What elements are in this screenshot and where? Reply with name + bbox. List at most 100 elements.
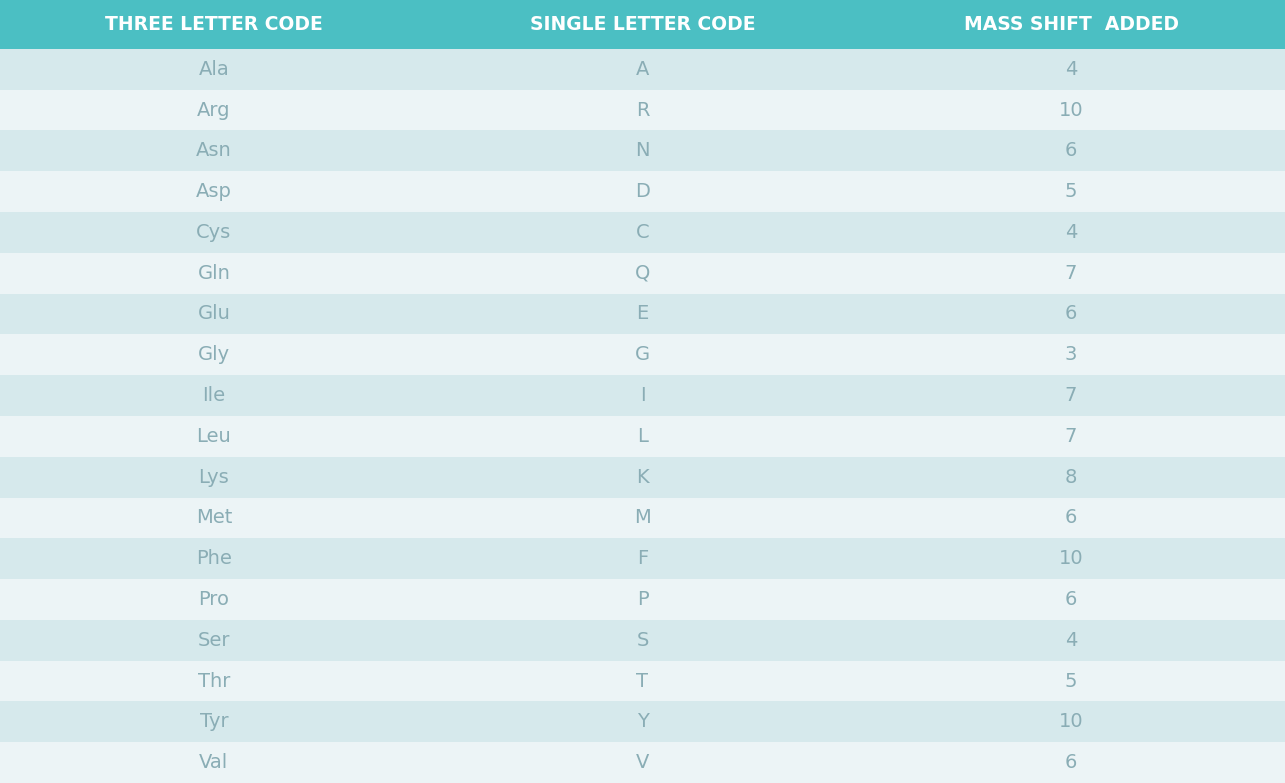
Text: P: P xyxy=(636,590,649,609)
Bar xyxy=(857,456,1285,497)
Bar xyxy=(0,253,428,294)
Text: 6: 6 xyxy=(1065,305,1077,323)
Text: G: G xyxy=(635,345,650,364)
Text: N: N xyxy=(635,142,650,161)
Bar xyxy=(0,0,428,49)
Bar xyxy=(857,131,1285,171)
Bar xyxy=(0,661,428,702)
Text: Lys: Lys xyxy=(199,467,229,486)
Bar xyxy=(0,456,428,497)
Text: Asp: Asp xyxy=(197,182,231,201)
Bar xyxy=(428,171,857,212)
Text: C: C xyxy=(636,223,649,242)
Text: Thr: Thr xyxy=(198,672,230,691)
Bar xyxy=(428,661,857,702)
Bar xyxy=(428,49,857,90)
Bar xyxy=(428,294,857,334)
Text: Cys: Cys xyxy=(197,223,231,242)
Text: A: A xyxy=(636,60,649,79)
Text: S: S xyxy=(636,631,649,650)
Bar xyxy=(857,90,1285,131)
Text: 6: 6 xyxy=(1065,142,1077,161)
Text: 5: 5 xyxy=(1065,182,1077,201)
Bar xyxy=(428,456,857,497)
Text: 5: 5 xyxy=(1065,672,1077,691)
Bar xyxy=(857,661,1285,702)
Text: Arg: Arg xyxy=(197,100,231,120)
Bar xyxy=(857,620,1285,661)
Bar xyxy=(857,212,1285,253)
Bar xyxy=(857,702,1285,742)
Bar xyxy=(428,212,857,253)
Text: Val: Val xyxy=(199,753,229,772)
Bar xyxy=(428,416,857,456)
Text: T: T xyxy=(636,672,649,691)
Text: Ser: Ser xyxy=(198,631,230,650)
Bar xyxy=(428,0,857,49)
Bar xyxy=(0,579,428,620)
Bar xyxy=(0,702,428,742)
Bar xyxy=(428,253,857,294)
Text: Ile: Ile xyxy=(203,386,225,405)
Bar xyxy=(428,579,857,620)
Bar xyxy=(0,90,428,131)
Text: 10: 10 xyxy=(1059,713,1083,731)
Bar xyxy=(0,416,428,456)
Text: D: D xyxy=(635,182,650,201)
Text: Glu: Glu xyxy=(198,305,230,323)
Text: Ala: Ala xyxy=(199,60,229,79)
Text: 4: 4 xyxy=(1065,60,1077,79)
Text: Leu: Leu xyxy=(197,427,231,446)
Text: V: V xyxy=(636,753,649,772)
Bar xyxy=(428,90,857,131)
Text: Asn: Asn xyxy=(197,142,231,161)
Bar xyxy=(857,334,1285,375)
Text: 7: 7 xyxy=(1065,264,1077,283)
Text: E: E xyxy=(636,305,649,323)
Bar xyxy=(857,49,1285,90)
Text: Q: Q xyxy=(635,264,650,283)
Text: 4: 4 xyxy=(1065,223,1077,242)
Text: 6: 6 xyxy=(1065,590,1077,609)
Bar xyxy=(857,579,1285,620)
Bar xyxy=(857,171,1285,212)
Text: 6: 6 xyxy=(1065,753,1077,772)
Bar xyxy=(857,253,1285,294)
Text: 7: 7 xyxy=(1065,427,1077,446)
Text: Pro: Pro xyxy=(198,590,230,609)
Bar xyxy=(428,538,857,579)
Text: 10: 10 xyxy=(1059,549,1083,568)
Text: 4: 4 xyxy=(1065,631,1077,650)
Bar xyxy=(428,702,857,742)
Text: 7: 7 xyxy=(1065,386,1077,405)
Text: 3: 3 xyxy=(1065,345,1077,364)
Bar xyxy=(857,538,1285,579)
Text: R: R xyxy=(636,100,649,120)
Text: THREE LETTER CODE: THREE LETTER CODE xyxy=(105,15,323,34)
Text: 6: 6 xyxy=(1065,508,1077,528)
Bar xyxy=(428,620,857,661)
Text: I: I xyxy=(640,386,645,405)
Bar xyxy=(857,742,1285,783)
Text: 8: 8 xyxy=(1065,467,1077,486)
Text: K: K xyxy=(636,467,649,486)
Text: Y: Y xyxy=(636,713,649,731)
Bar xyxy=(857,294,1285,334)
Bar xyxy=(857,416,1285,456)
Text: F: F xyxy=(637,549,648,568)
Text: SINGLE LETTER CODE: SINGLE LETTER CODE xyxy=(529,15,756,34)
Bar xyxy=(0,375,428,416)
Bar xyxy=(0,497,428,538)
Bar xyxy=(0,742,428,783)
Bar xyxy=(428,131,857,171)
Bar xyxy=(0,334,428,375)
Text: Met: Met xyxy=(195,508,233,528)
Text: MASS SHIFT  ADDED: MASS SHIFT ADDED xyxy=(964,15,1178,34)
Text: M: M xyxy=(634,508,651,528)
Bar xyxy=(0,212,428,253)
Bar xyxy=(857,375,1285,416)
Bar xyxy=(0,538,428,579)
Text: L: L xyxy=(637,427,648,446)
Text: 10: 10 xyxy=(1059,100,1083,120)
Bar xyxy=(0,620,428,661)
